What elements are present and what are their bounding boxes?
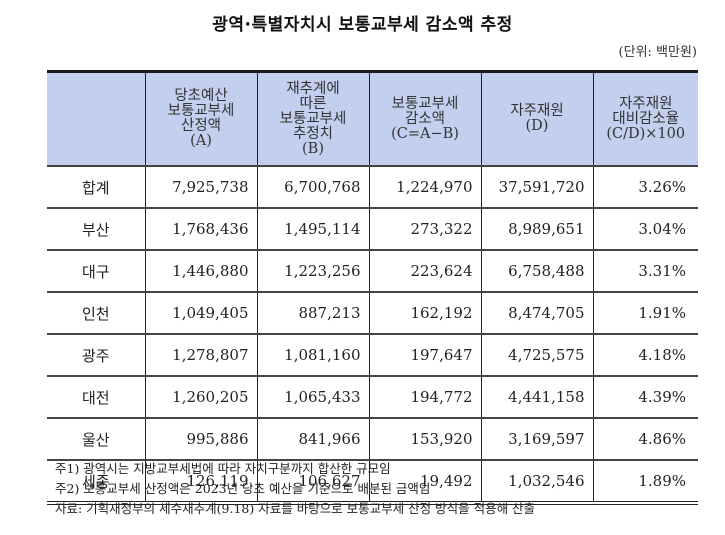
value-cell: 1,446,880 bbox=[144, 250, 258, 293]
table-row: 대전 1,260,205 1,065,433 194,772 4,441,158 4.39… bbox=[47, 376, 698, 419]
region-cell: 대전 bbox=[47, 376, 146, 419]
value-cell: 6,700,768 bbox=[256, 166, 370, 209]
value-cell: 995,886 bbox=[144, 418, 258, 461]
column-header-line: (D) bbox=[525, 118, 549, 134]
value-cell: 194,772 bbox=[368, 376, 482, 419]
value-cell: 8,989,651 bbox=[480, 208, 594, 251]
document-title: 광역·특별자치시 보통교부세 감소액 추정 bbox=[212, 15, 513, 35]
column-header-line: 재추계에 bbox=[286, 80, 340, 97]
column-header-line: 자주재원 bbox=[619, 95, 673, 112]
column-header-line: (B) bbox=[302, 140, 324, 157]
value-cell: 37,591,720 bbox=[480, 166, 594, 209]
value-cell: 223,624 bbox=[368, 250, 482, 293]
column-header-0 bbox=[47, 70, 146, 167]
value-cell: 197,647 bbox=[368, 334, 482, 377]
table-row: 울산 995,886 841,966 153,920 3,169,597 4.86% bbox=[47, 418, 698, 461]
value-cell: 1,495,114 bbox=[256, 208, 370, 251]
region-cell: 광주 bbox=[47, 334, 146, 377]
value-cell: 1,278,807 bbox=[144, 334, 258, 377]
value-cell: 1,049,405 bbox=[144, 292, 258, 335]
column-header-line: 감소액 bbox=[404, 110, 446, 127]
source-note: 자료: 기획재정부의 세수재추계(9.18) 자료를 바탕으로 보통교부세 산정… bbox=[55, 501, 536, 516]
column-header-2: 재추계에 따른 보통교부세 추정치 (B) bbox=[256, 70, 370, 167]
column-header-line: (C=A−B) bbox=[391, 125, 459, 142]
column-header-line: (C/D)×100 bbox=[606, 125, 686, 142]
value-cell: 1.91% bbox=[592, 292, 698, 335]
value-cell: 1.89% bbox=[592, 460, 698, 505]
value-cell: 126,119 bbox=[144, 460, 258, 505]
region-cell: 부산 bbox=[47, 208, 146, 251]
value-cell: 4.18% bbox=[592, 334, 698, 377]
value-cell: 1,081,160 bbox=[256, 334, 370, 377]
value-cell: 4.86% bbox=[592, 418, 698, 461]
value-cell: 3,169,597 bbox=[480, 418, 594, 461]
value-cell: 7,925,738 bbox=[144, 166, 258, 209]
table-row: 합계 7,925,738 6,700,768 1,224,970 37,591,720 3… bbox=[47, 166, 698, 209]
table-row: 부산 1,768,436 1,495,114 273,322 8,989,651 3.04… bbox=[47, 208, 698, 251]
column-header-line: 대비감소율 bbox=[612, 110, 680, 127]
value-cell: 887,213 bbox=[256, 292, 370, 335]
column-header-line: 보통교부세 bbox=[391, 95, 459, 112]
column-header-line: 보통교부세 bbox=[279, 110, 347, 127]
value-cell: 162,192 bbox=[368, 292, 482, 335]
value-cell: 3.04% bbox=[592, 208, 698, 251]
column-header-line: 따른 bbox=[299, 95, 327, 112]
value-cell: 3.26% bbox=[592, 166, 698, 209]
value-cell: 19,492 bbox=[368, 460, 482, 505]
column-header-line: 보통교부세 bbox=[167, 103, 235, 119]
table-row: 세종 126,119 106,627 19,492 1,032,546 1.89% bbox=[47, 460, 698, 505]
value-cell: 6,758,488 bbox=[480, 250, 594, 293]
column-header-line: (A) bbox=[190, 133, 212, 149]
footnotes: 주1) 광역시는 지방교부세법에 따라 자치구분까지 합산한 규모임 주2) 보… bbox=[55, 459, 535, 519]
value-cell: 1,260,205 bbox=[144, 376, 258, 419]
unit-label: (단위: 백만원) bbox=[618, 45, 697, 60]
column-header-line: 자주재원 bbox=[510, 103, 564, 119]
footnote-1: 주1) 광역시는 지방교부세법에 따라 자치구분까지 합산한 규모임 bbox=[55, 461, 391, 476]
value-cell: 841,966 bbox=[256, 418, 370, 461]
value-cell: 153,920 bbox=[368, 418, 482, 461]
table-row: 광주 1,278,807 1,081,160 197,647 4,725,575 4.18… bbox=[47, 334, 698, 377]
region-cell: 인천 bbox=[47, 292, 146, 335]
value-cell: 3.31% bbox=[592, 250, 698, 293]
value-cell: 273,322 bbox=[368, 208, 482, 251]
column-header-line: 추정치 bbox=[292, 125, 334, 142]
table-row: 인천 1,049,405 887,213 162,192 8,474,705 1.91% bbox=[47, 292, 698, 335]
footnote-2: 주2) 보통교부세 산정액은 2023년 당초 예산을 기준으로 배분된 금액임 bbox=[55, 481, 431, 496]
value-cell: 8,474,705 bbox=[480, 292, 594, 335]
region-cell: 세종 bbox=[47, 460, 146, 505]
region-cell: 울산 bbox=[47, 418, 146, 461]
column-header-4: 자주재원 (D) bbox=[480, 70, 594, 167]
column-header-5: 자주재원 대비감소율 (C/D)×100 bbox=[592, 70, 698, 167]
value-cell: 4,441,158 bbox=[480, 376, 594, 419]
value-cell: 4,725,575 bbox=[480, 334, 594, 377]
region-cell: 합계 bbox=[47, 166, 146, 209]
value-cell: 1,065,433 bbox=[256, 376, 370, 419]
value-cell: 4.39% bbox=[592, 376, 698, 419]
value-cell: 1,768,436 bbox=[144, 208, 258, 251]
column-header-3: 보통교부세 감소액 (C=A−B) bbox=[368, 70, 482, 167]
tax-reduction-table: 당초예산 보통교부세 산정액 (A) 재추계에 따른 보통교부세 추정치 (B) 보통교부세 감소액… bbox=[47, 70, 698, 505]
value-cell: 1,032,546 bbox=[480, 460, 594, 505]
header-row: 당초예산 보통교부세 산정액 (A) 재추계에 따른 보통교부세 추정치 (B) 보통교부세 감소액… bbox=[47, 70, 698, 167]
value-cell: 1,224,970 bbox=[368, 166, 482, 209]
table-row: 대구 1,446,880 1,223,256 223,624 6,758,488 3.31… bbox=[47, 250, 698, 293]
value-cell: 1,223,256 bbox=[256, 250, 370, 293]
column-header-1: 당초예산 보통교부세 산정액 (A) bbox=[144, 70, 258, 167]
region-cell: 대구 bbox=[47, 250, 146, 293]
column-header-line: 산정액 bbox=[180, 118, 222, 134]
column-header-line: 당초예산 bbox=[174, 88, 228, 104]
